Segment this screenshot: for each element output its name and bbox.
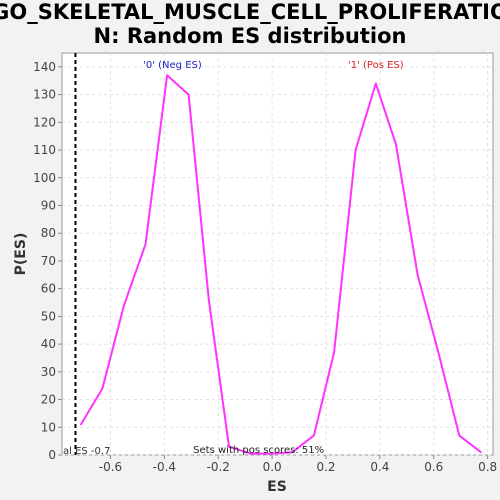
data-point bbox=[354, 149, 357, 151]
data-point bbox=[438, 354, 440, 356]
y-tick-label: 80 bbox=[41, 226, 56, 240]
y-axis-title: P(ES) bbox=[13, 233, 29, 276]
axis-layer: 0 10 20 30 40 50 60 70 80 90 100 110 120 130 140 -0.6 -0… bbox=[33, 60, 497, 474]
y-tick-label: 100 bbox=[33, 171, 56, 185]
data-point bbox=[166, 74, 168, 76]
data-point bbox=[187, 93, 190, 96]
y-tick-label: 120 bbox=[33, 115, 56, 129]
pos-es-label: '1' (Pos ES) bbox=[348, 60, 404, 71]
y-tick-label: 70 bbox=[41, 254, 56, 268]
x-tick-label: 0.4 bbox=[370, 460, 389, 474]
data-point bbox=[208, 298, 210, 301]
data-point bbox=[249, 452, 252, 455]
y-tick-label: 50 bbox=[41, 309, 56, 323]
chart-title: GO_SKELETAL_MUSCLE_CELL_PROLIFERATIO N: … bbox=[0, 0, 500, 50]
data-point bbox=[458, 434, 461, 437]
pos-scores-label: Sets with pos scores: 51% bbox=[193, 445, 324, 456]
data-point bbox=[123, 304, 125, 307]
y-tick-label: 130 bbox=[33, 88, 56, 102]
data-point bbox=[291, 451, 294, 454]
y-tick-label: 30 bbox=[41, 365, 56, 379]
x-tick-label: 0.0 bbox=[263, 460, 282, 474]
y-tick-label: 110 bbox=[33, 143, 56, 157]
x-tick-label: 0.8 bbox=[478, 460, 497, 474]
x-tick-label: -0.6 bbox=[99, 460, 122, 474]
y-tick-label: 40 bbox=[41, 337, 56, 351]
data-point bbox=[101, 387, 104, 390]
chart-title-line1: GO_SKELETAL_MUSCLE_CELL_PROLIFERATIO bbox=[0, 0, 500, 24]
data-point bbox=[375, 82, 377, 85]
neg-es-label: '0' (Neg ES) bbox=[143, 60, 202, 71]
y-tick-label: 10 bbox=[41, 420, 56, 434]
data-point bbox=[80, 423, 82, 426]
x-tick-label: 0.2 bbox=[316, 460, 335, 474]
x-tick-label: -0.2 bbox=[207, 460, 230, 474]
y-tick-label: 60 bbox=[41, 282, 56, 296]
plot-area bbox=[61, 52, 494, 456]
y-tick-label: 90 bbox=[41, 198, 56, 212]
data-point bbox=[313, 434, 315, 437]
data-point bbox=[416, 273, 419, 276]
data-point bbox=[395, 143, 397, 146]
chart-title-line2: N: Random ES distribution bbox=[93, 24, 407, 48]
y-tick-label: 20 bbox=[41, 393, 56, 407]
actual-es-label: al ES -0.7 bbox=[63, 446, 110, 457]
x-tick-label: 0.6 bbox=[424, 460, 443, 474]
grid-layer bbox=[62, 53, 493, 456]
data-point bbox=[228, 445, 230, 448]
es-distribution-line bbox=[80, 74, 482, 455]
data-point bbox=[271, 452, 273, 455]
data-point bbox=[144, 243, 147, 246]
annotation-layer: '0' (Neg ES) '1' (Pos ES) al ES -0.7 Sets w… bbox=[63, 60, 404, 457]
x-tick-label: -0.4 bbox=[153, 460, 176, 474]
x-axis-title: ES bbox=[267, 479, 287, 495]
data-point bbox=[333, 351, 335, 354]
data-point bbox=[480, 451, 482, 454]
y-tick-label: 140 bbox=[33, 60, 56, 74]
series-layer bbox=[74, 53, 482, 455]
y-tick-label: 0 bbox=[48, 448, 56, 462]
